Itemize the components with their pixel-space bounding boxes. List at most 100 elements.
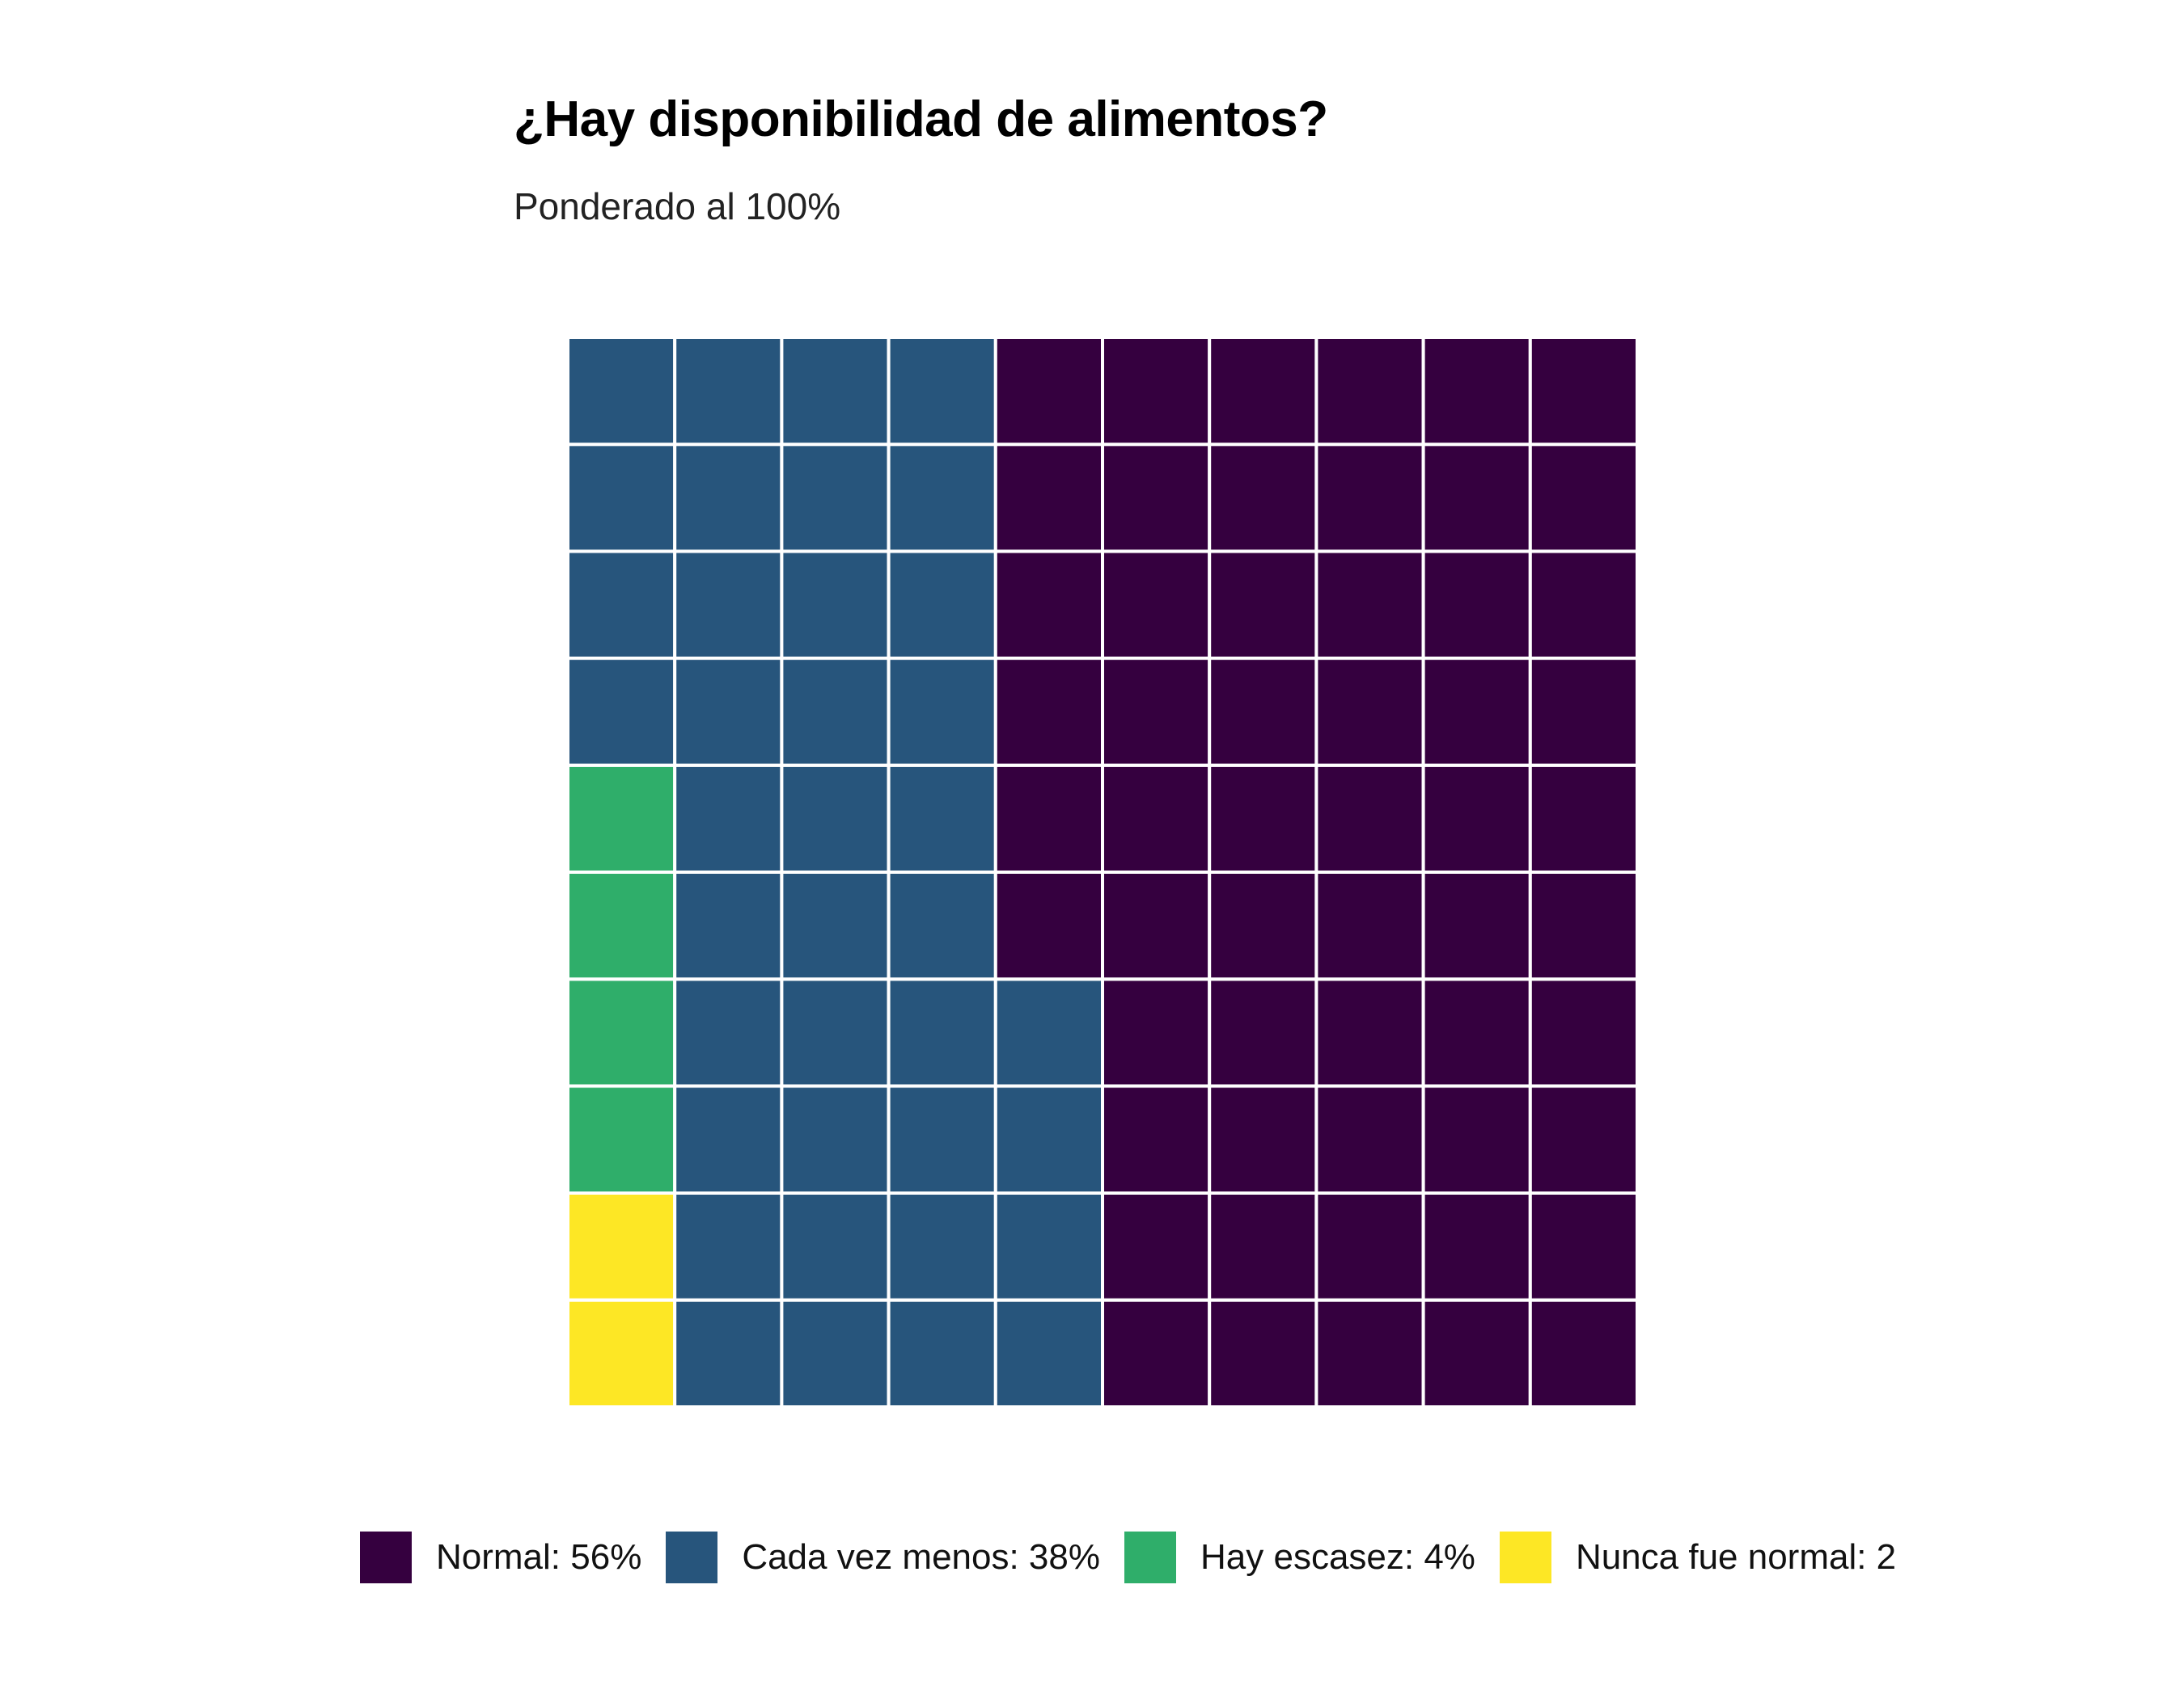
waffle-cell [673,871,784,981]
legend-swatch [1124,1532,1176,1583]
waffle-cell [566,871,677,981]
waffle-cell [1421,443,1532,553]
legend-item: Nunca fue normal: 2 [1499,1532,1897,1583]
waffle-cell [780,443,891,553]
waffle-cell [1314,1191,1425,1302]
waffle-cell [1421,336,1532,447]
legend-item: Normal: 56% [360,1532,641,1583]
waffle-cell [887,1191,997,1302]
waffle-cell [673,1191,784,1302]
waffle-cell [1101,1191,1212,1302]
waffle-cell [1208,336,1318,447]
waffle-cell [1528,443,1640,553]
waffle-cell [887,1298,997,1409]
waffle-cell [566,656,677,767]
waffle-cell [1421,977,1532,1088]
waffle-cell [566,1298,677,1409]
legend: Normal: 56% Cada vez menos: 38% Hay escase… [360,1529,1920,1586]
waffle-cell [1314,1084,1425,1195]
waffle-cell [993,977,1105,1088]
waffle-cell [1101,763,1212,874]
waffle-cell [780,871,891,981]
waffle-cell [1528,1191,1640,1302]
legend-item: Cada vez menos: 38% [666,1532,1100,1583]
waffle-cell [887,871,997,981]
waffle-cell [1528,549,1640,660]
chart-title: ¿Hay disponibilidad de alimentos? [514,91,1328,147]
waffle-cell [1528,656,1640,767]
legend-label: Nunca fue normal: 2 [1575,1537,1897,1577]
legend-label: Normal: 56% [436,1537,642,1577]
waffle-cell [1314,871,1425,981]
waffle-cell [993,871,1105,981]
waffle-cell [673,443,784,553]
waffle-cell [673,549,784,660]
waffle-cell [1314,763,1425,874]
waffle-cell [1208,1298,1318,1409]
waffle-cell [1421,1191,1532,1302]
waffle-cell [780,549,891,660]
waffle-cell [887,336,997,447]
waffle-cell [1314,549,1425,660]
waffle-cell [673,1298,784,1409]
waffle-cell [1314,336,1425,447]
waffle-cell [780,1084,891,1195]
waffle-cell [673,656,784,767]
waffle-cell [887,656,997,767]
waffle-cell [1421,549,1532,660]
legend-swatch [1499,1532,1551,1583]
waffle-cell [1528,871,1640,981]
waffle-cell [1528,763,1640,874]
legend-label: Cada vez menos: 38% [742,1537,1100,1577]
waffle-cell [673,763,784,874]
waffle-cell [887,977,997,1088]
waffle-cell [1208,977,1318,1088]
legend-label: Hay escasez: 4% [1200,1537,1475,1577]
waffle-cell [887,549,997,660]
waffle-cell [887,763,997,874]
waffle-cell [1208,656,1318,767]
waffle-cell [1528,336,1640,447]
waffle-cell [1528,1298,1640,1409]
waffle-cell [780,1191,891,1302]
waffle-cell [1314,1298,1425,1409]
waffle-cell [993,443,1105,553]
waffle-cell [673,336,784,447]
chart-subtitle: Ponderado al 100% [514,185,841,227]
waffle-cell [1208,1191,1318,1302]
waffle-cell [1101,656,1212,767]
waffle-cell [993,549,1105,660]
legend-item: Hay escasez: 4% [1124,1532,1475,1583]
waffle-cell [887,1084,997,1195]
waffle-cell [566,1084,677,1195]
waffle-cell [1208,549,1318,660]
waffle-cell [1528,977,1640,1088]
waffle-cell [566,977,677,1088]
waffle-cell [780,656,891,767]
waffle-cell [780,1298,891,1409]
legend-swatch [666,1532,718,1583]
waffle-cell [1208,763,1318,874]
waffle-cell [993,763,1105,874]
waffle-cell [993,1298,1105,1409]
waffle-cell [566,336,677,447]
waffle-cell [673,977,784,1088]
waffle-chart [566,336,1640,1409]
waffle-cell [1101,443,1212,553]
waffle-cell [780,336,891,447]
waffle-cell [993,1191,1105,1302]
waffle-cell [566,549,677,660]
waffle-cell [1101,871,1212,981]
waffle-cell [1101,1298,1212,1409]
waffle-cell [1421,763,1532,874]
waffle-cell [993,336,1105,447]
waffle-cell [780,763,891,874]
waffle-cell [566,763,677,874]
waffle-cell [1208,1084,1318,1195]
legend-swatch [360,1532,412,1583]
waffle-cell [1421,871,1532,981]
waffle-cell [1101,977,1212,1088]
waffle-cell [1101,1084,1212,1195]
waffle-cell [1101,549,1212,660]
waffle-cell [566,1191,677,1302]
